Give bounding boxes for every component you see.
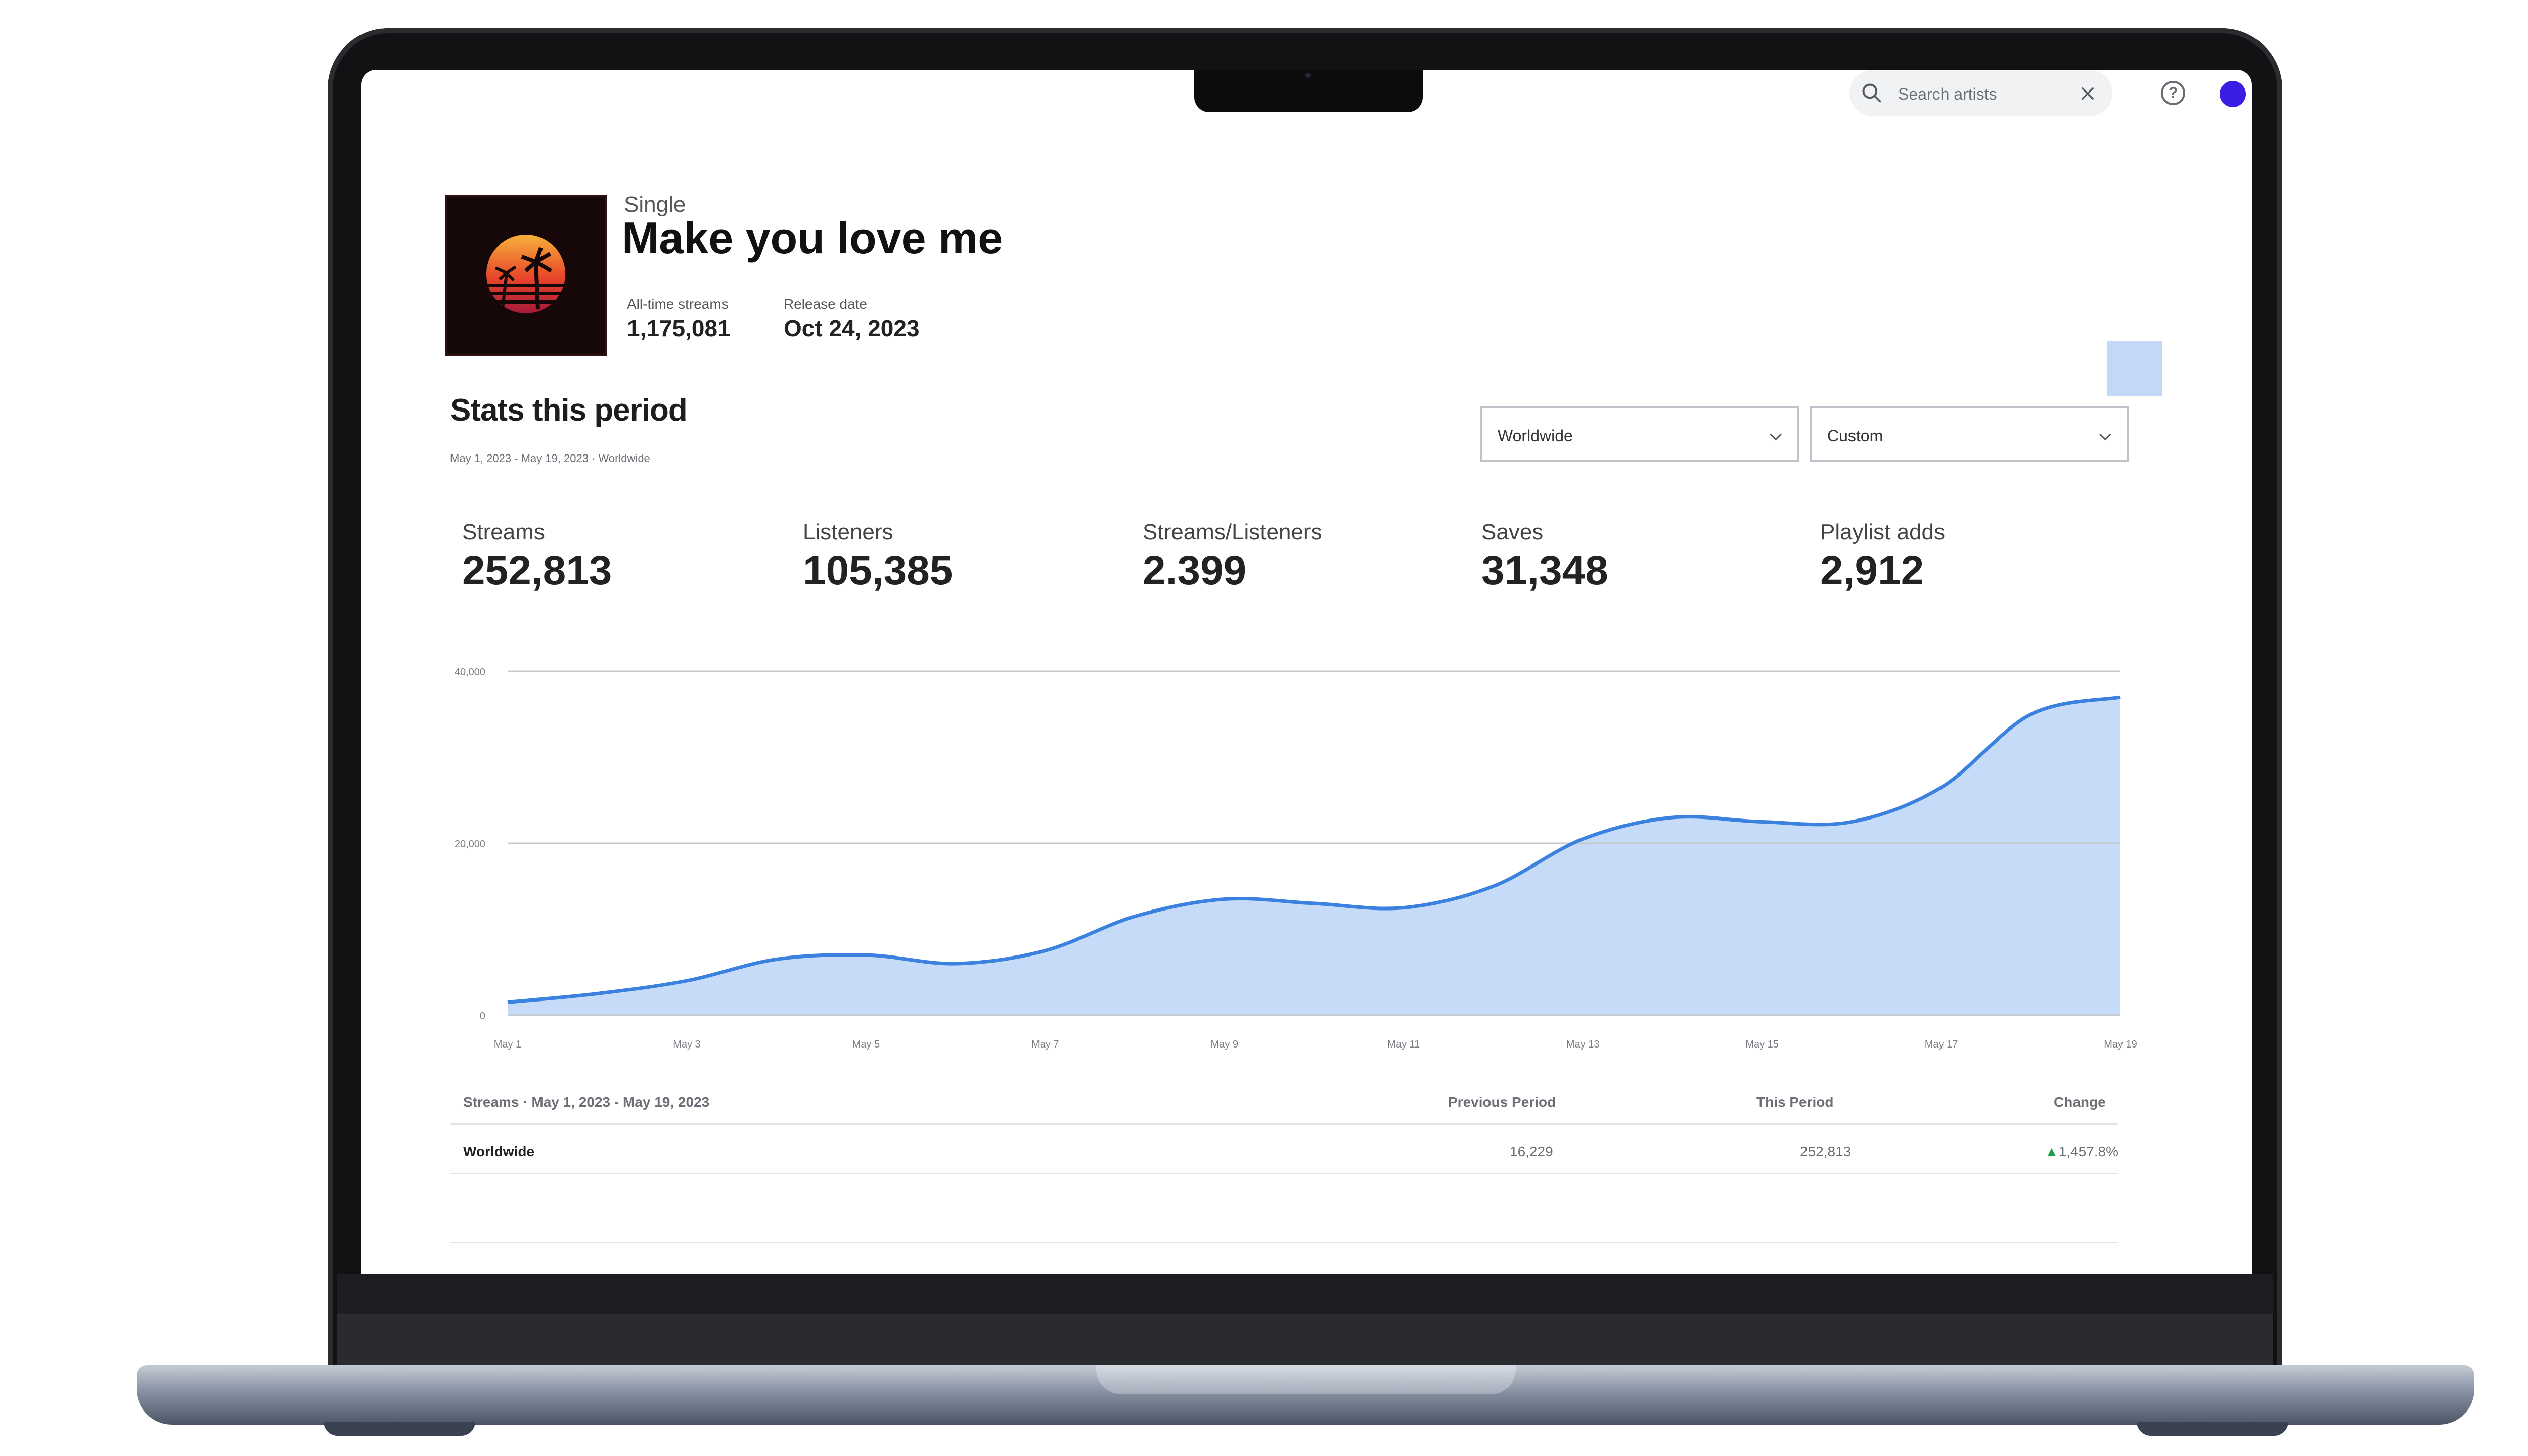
stat-value: 252,813 [462, 548, 612, 594]
stat-label: Listeners [803, 520, 893, 544]
series-area [508, 697, 2120, 1015]
x-tick-label: May 19 [2104, 1039, 2137, 1050]
avatar[interactable] [2220, 81, 2246, 107]
table-divider [450, 1123, 2118, 1125]
trend-up-icon: ▲ [2045, 1144, 2059, 1159]
stat-value: 2.399 [1143, 548, 1247, 594]
y-tick-label: 20,000 [455, 839, 485, 850]
table-row-region: Worldwide [463, 1144, 535, 1159]
release-date-value: Oct 24, 2023 [784, 315, 920, 341]
stat-value: 2,912 [1820, 548, 1924, 594]
x-tick-label: May 5 [852, 1039, 880, 1050]
stat-label: Streams [462, 520, 545, 544]
chevron-down-icon [1770, 433, 1782, 441]
search-input[interactable]: Search artists [1849, 70, 2112, 116]
cover-art [445, 195, 607, 356]
close-icon[interactable] [2079, 85, 2096, 102]
help-icon[interactable]: ? [2161, 81, 2185, 105]
sunset-palm-artwork [486, 235, 565, 313]
release-date-label: Release date [784, 296, 868, 312]
table-col-this: This Period [1756, 1094, 1834, 1110]
table-col-previous: Previous Period [1448, 1094, 1556, 1110]
y-tick-label: 0 [480, 1011, 485, 1022]
laptop-trackpad-lip [1096, 1365, 1516, 1394]
laptop-hinge [337, 1314, 2273, 1370]
screen: Search artists ? Single Make you lov [361, 70, 2252, 1274]
x-tick-label: May 9 [1211, 1039, 1238, 1050]
y-tick-label: 40,000 [455, 667, 485, 678]
x-tick-label: May 13 [1566, 1039, 1600, 1050]
search-placeholder: Search artists [1898, 85, 1997, 103]
alltime-streams-value: 1,175,081 [627, 315, 731, 341]
table-col-change: Change [2054, 1094, 2106, 1110]
chevron-down-icon [2099, 433, 2111, 441]
x-tick-label: May 7 [1031, 1039, 1059, 1050]
table-divider [450, 1242, 2118, 1243]
stat-streams-per-listener: Streams/Listeners 2.399 [1143, 520, 1322, 595]
period-select[interactable]: Custom [1810, 406, 2129, 462]
table-divider [450, 1173, 2118, 1174]
camera-icon [1305, 73, 1311, 78]
x-tick-label: May 17 [1925, 1039, 1958, 1050]
table-title: Streams · May 1, 2023 - May 19, 2023 [463, 1094, 710, 1110]
x-tick-label: May 15 [1745, 1039, 1779, 1050]
stat-streams: Streams 252,813 [462, 520, 612, 595]
table-row-change-value: 1,457.8% [2058, 1144, 2119, 1159]
stat-label: Playlist adds [1820, 520, 1946, 544]
stat-label: Streams/Listeners [1143, 520, 1322, 544]
stat-saves: Saves 31,348 [1481, 520, 1608, 595]
release-type: Single [624, 192, 686, 217]
stat-listeners: Listeners 105,385 [803, 520, 953, 595]
region-select-value: Worldwide [1498, 427, 1573, 445]
release-title: Make you love me [622, 213, 1003, 263]
x-tick-label: May 3 [673, 1039, 700, 1050]
streams-area-chart: 0 20,000 40,000 May 1 May 3 May 5 May 7 May 9 Ma… [455, 667, 2137, 1050]
table-row-this: 252,813 [1800, 1144, 1852, 1159]
stat-playlist-adds: Playlist adds 2,912 [1820, 520, 1945, 595]
section-title: Stats this period [450, 393, 688, 428]
stat-label: Saves [1481, 520, 1544, 544]
alltime-streams-label: All-time streams [627, 296, 729, 312]
table-row-change: ▲1,457.8% [2045, 1144, 2118, 1160]
x-tick-label: May 11 [1387, 1039, 1420, 1050]
series-line [507, 695, 2121, 1004]
region-select[interactable]: Worldwide [1480, 406, 1799, 462]
table-row-previous: 16,229 [1510, 1144, 1553, 1159]
stat-value: 31,348 [1481, 548, 1608, 594]
laptop-foot-left [324, 1422, 475, 1436]
x-tick-label: May 1 [494, 1039, 521, 1050]
search-icon [1862, 83, 1881, 103]
laptop-foot-right [2137, 1422, 2288, 1436]
period-select-value: Custom [1827, 427, 1883, 445]
section-subtitle: May 1, 2023 - May 19, 2023 · Worldwide [450, 452, 650, 465]
stat-value: 105,385 [803, 548, 953, 594]
placeholder-block [2107, 341, 2162, 396]
